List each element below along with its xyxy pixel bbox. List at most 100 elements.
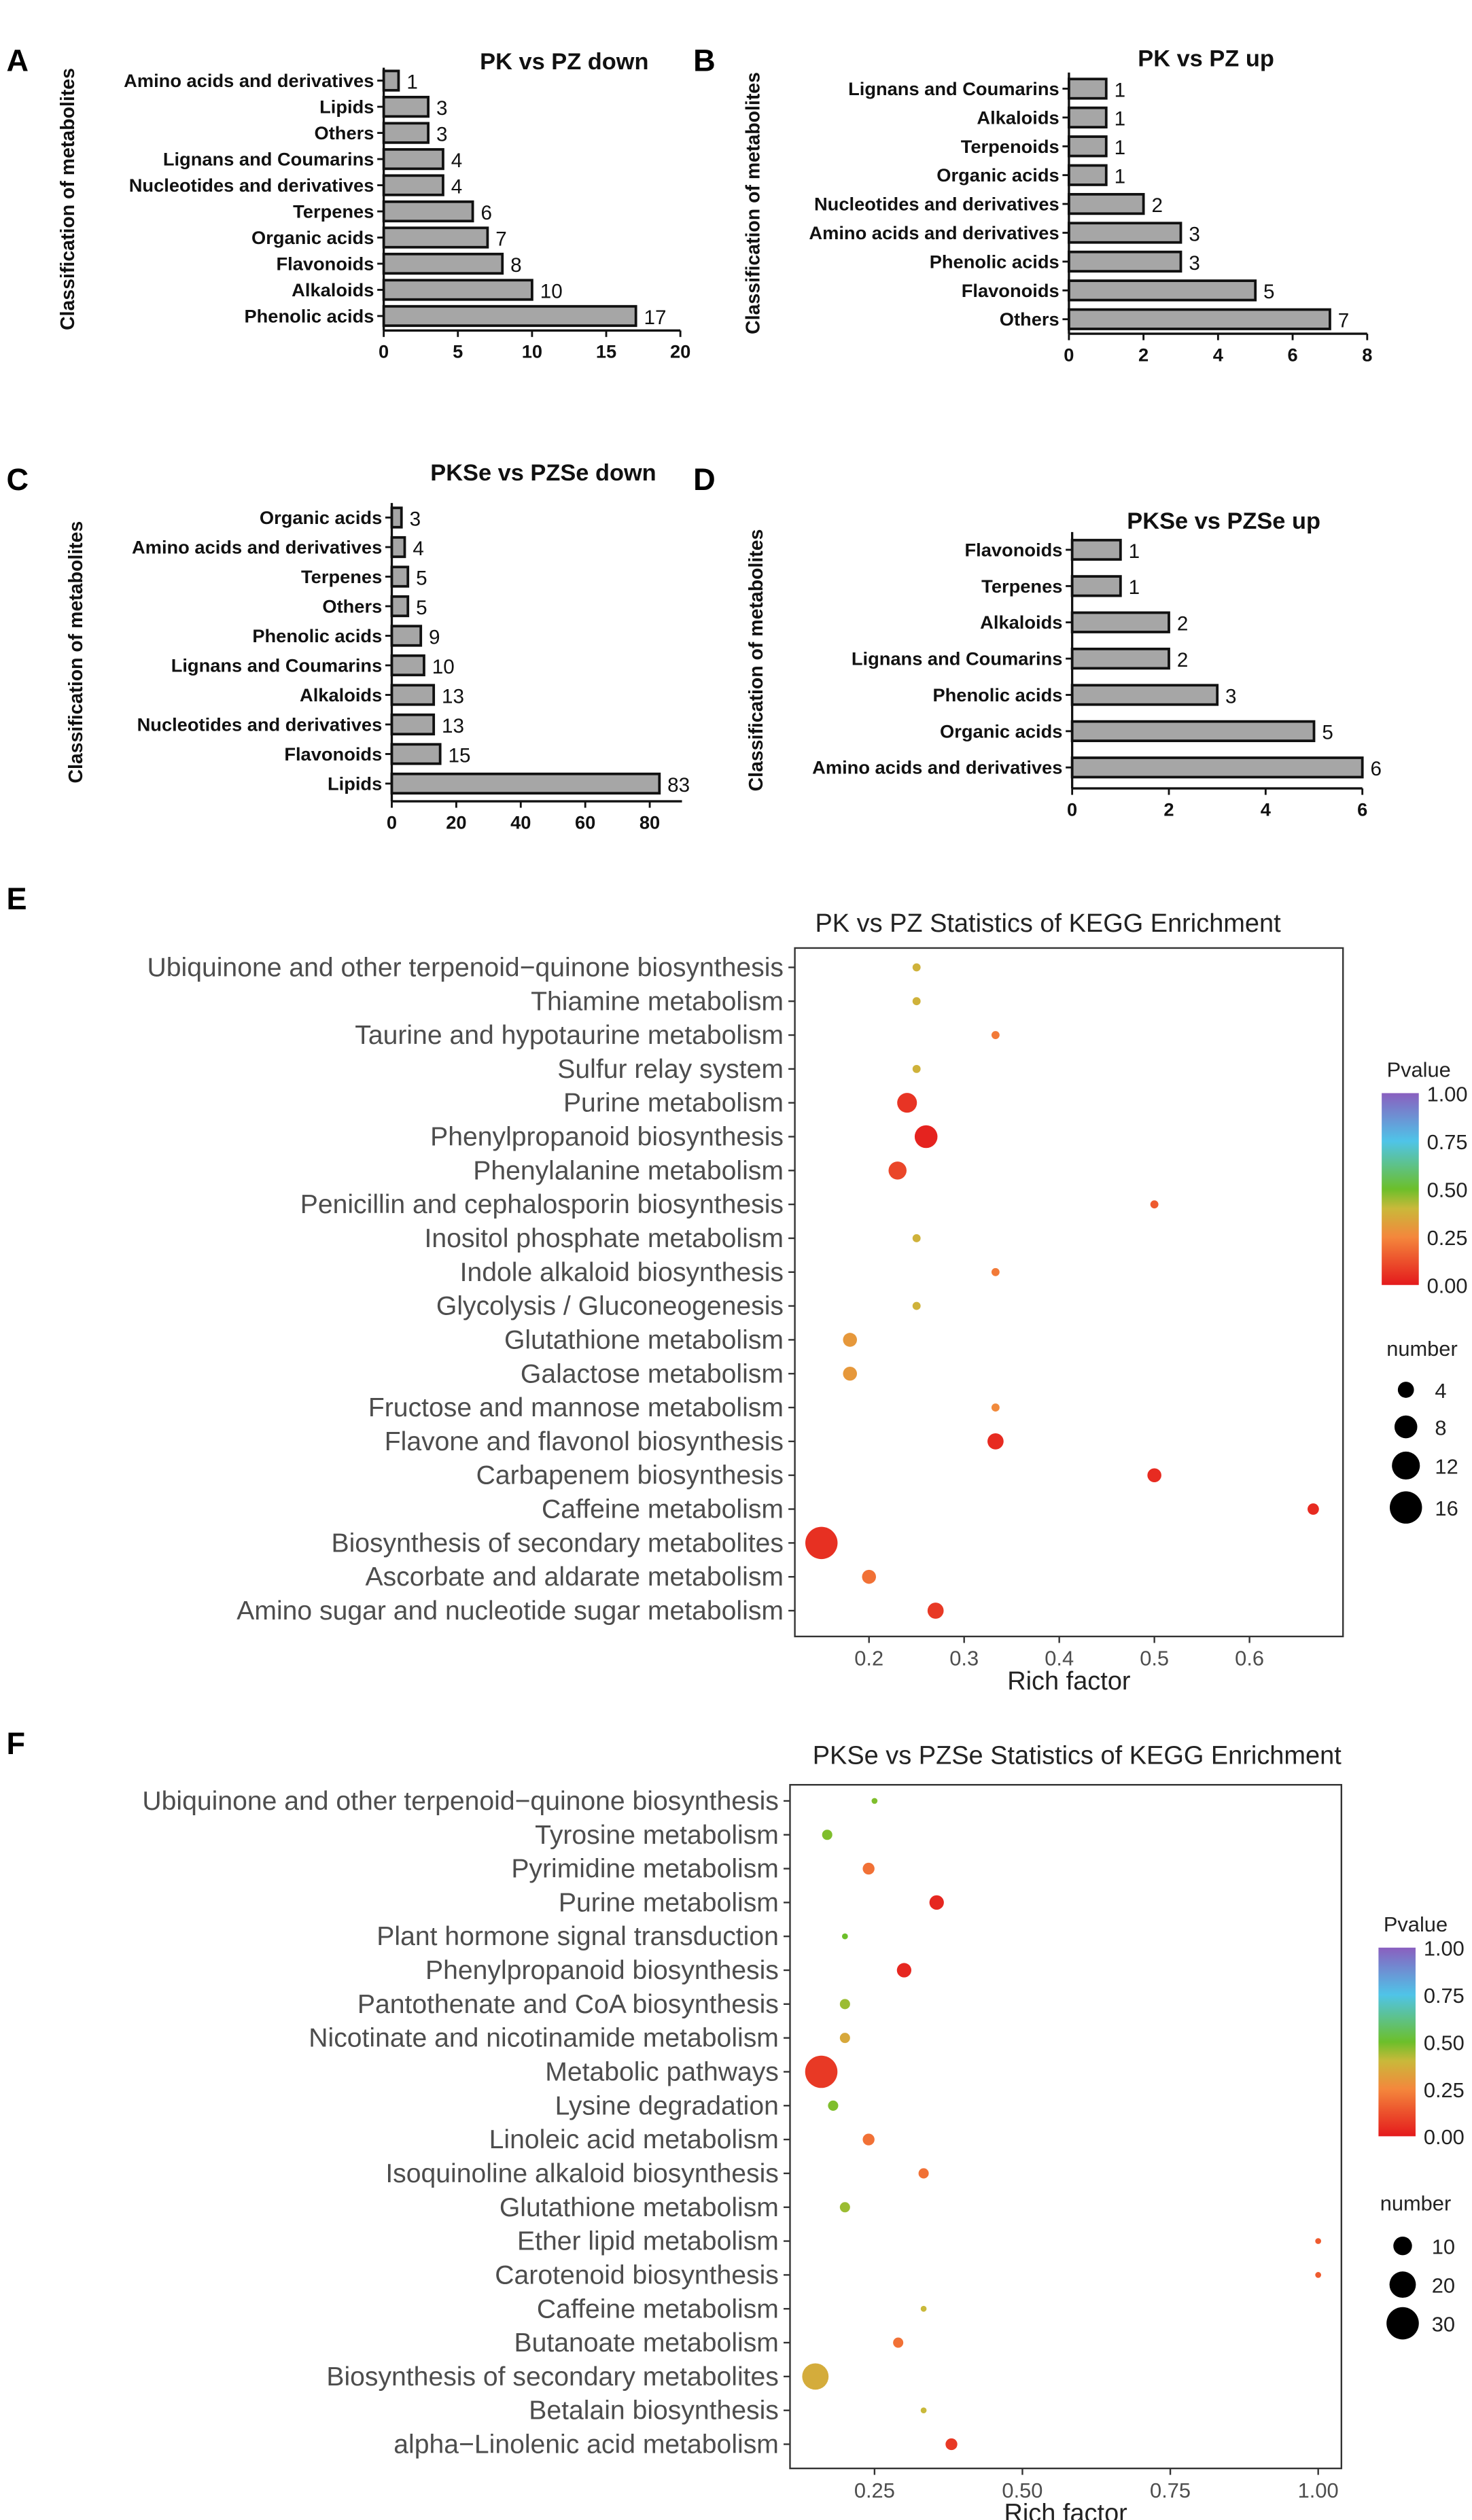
category-label: Others	[1000, 309, 1059, 330]
pathway-label: Metabolic pathways	[545, 2058, 779, 2087]
enrichment-point	[1308, 1503, 1319, 1515]
pvalue-legend-tick: 0.25	[1424, 2078, 1465, 2102]
enrichment-point	[920, 2305, 927, 2312]
pathway-label: Biosynthesis of secondary metabolites	[326, 2362, 778, 2392]
chart-title: PK vs PZ down	[480, 49, 648, 75]
kegg-dot-plot-e: PK vs PZ Statistics of KEGG Enrichment Ub…	[147, 909, 1468, 1696]
pathway-label: Ubiquinone and other terpenoid−quinone b…	[147, 953, 784, 982]
bar	[382, 147, 444, 171]
panel-letter-c: C	[6, 462, 29, 497]
pvalue-legend-tick: 0.00	[1427, 1274, 1468, 1298]
pvalue-legend-tick: 0.50	[1427, 1178, 1468, 1202]
x-tick-label: 0.5	[1140, 1647, 1169, 1670]
category-label: Amino acids and derivatives	[124, 70, 374, 91]
pathway-label: Caffeine metabolism	[542, 1495, 784, 1524]
category-label: Others	[315, 122, 374, 143]
x-tick-label: 0	[387, 811, 397, 833]
bar	[1070, 575, 1122, 597]
number-legend-label: 10	[1432, 2235, 1455, 2259]
pathway-label: Tyrosine metabolism	[535, 1821, 779, 1850]
data-label: 2	[1177, 649, 1189, 671]
data-label: 3	[436, 123, 448, 145]
number-legend-dot	[1389, 2271, 1416, 2298]
category-label: Lipids	[319, 97, 374, 118]
bar	[1070, 611, 1170, 633]
bar	[390, 595, 410, 618]
panel-letter-d: D	[693, 462, 716, 497]
pathway-label: Fructose and mannose metabolism	[368, 1393, 784, 1422]
bar	[1068, 164, 1108, 186]
pathway-label: Butanoate metabolism	[514, 2328, 779, 2358]
pathway-label: Nicotinate and nicotinamide metabolism	[309, 2024, 779, 2053]
data-label: 2	[1151, 194, 1163, 217]
category-label: Phenolic acids	[930, 251, 1059, 272]
y-axis-label: Classification of metabolites	[746, 529, 767, 792]
bar	[1070, 538, 1122, 561]
enrichment-point	[843, 1333, 858, 1347]
bar	[1068, 250, 1182, 273]
bar	[382, 304, 637, 328]
enrichment-point	[862, 1569, 876, 1584]
data-label: 4	[413, 538, 424, 560]
pvalue-legend-tick: 1.00	[1427, 1082, 1468, 1106]
category-label: Amino acids and derivatives	[809, 222, 1059, 243]
pvalue-legend-tick: 0.75	[1427, 1130, 1468, 1154]
x-tick-label: 6	[1287, 344, 1297, 365]
data-label: 1	[1115, 166, 1126, 188]
number-legend-dot	[1397, 1382, 1414, 1398]
chart-title: PKSe vs PZSe Statistics of KEGG Enrichme…	[813, 1741, 1342, 1770]
bar	[382, 252, 504, 275]
enrichment-point	[920, 2407, 927, 2414]
pathway-label: Glutathione metabolism	[500, 2193, 779, 2222]
bar	[390, 625, 423, 647]
data-label: 13	[442, 685, 464, 707]
data-label: 10	[540, 280, 563, 302]
category-label: Nucleotides and derivatives	[137, 714, 383, 735]
x-tick-label: 0	[379, 341, 389, 362]
bar	[390, 772, 661, 795]
number-legend-label: 4	[1435, 1379, 1446, 1403]
pathway-label: Penicillin and cephalosporin biosynthesi…	[300, 1190, 784, 1219]
bar	[382, 69, 400, 92]
pathway-label: Caffeine metabolism	[537, 2294, 779, 2324]
plot-panel	[794, 947, 1344, 1638]
pathway-label: Biosynthesis of secondary metabolites	[331, 1528, 783, 1558]
category-label: Flavonoids	[962, 280, 1059, 301]
enrichment-point	[862, 2133, 875, 2146]
number-legend-dot	[1386, 2307, 1419, 2340]
x-tick-label: 0.2	[854, 1647, 883, 1670]
bar	[382, 95, 430, 118]
x-tick-label: 0.75	[1150, 2479, 1191, 2502]
bar	[1070, 720, 1316, 742]
bar	[382, 279, 533, 301]
x-tick-label: 60	[575, 811, 595, 833]
data-label: 10	[432, 656, 455, 678]
enrichment-point	[912, 1064, 921, 1073]
pvalue-legend-tick: 0.25	[1427, 1226, 1468, 1250]
number-legend-dot	[1392, 1451, 1420, 1480]
x-tick-label: 6	[1357, 799, 1367, 820]
data-label: 9	[429, 626, 440, 648]
bar	[1068, 222, 1182, 244]
panel-letter-b: B	[693, 43, 716, 77]
enrichment-point	[871, 1798, 878, 1804]
data-label: 4	[451, 175, 463, 198]
data-label: 7	[1338, 310, 1350, 332]
pathway-label: Inositol phosphate metabolism	[424, 1224, 784, 1253]
pathway-label: Purine metabolism	[559, 1888, 779, 1917]
bar	[1070, 684, 1219, 706]
bar	[1068, 106, 1108, 129]
enrichment-point	[929, 1895, 944, 1910]
enrichment-point	[828, 2100, 839, 2111]
data-label: 2	[1177, 613, 1189, 635]
bar	[382, 200, 474, 223]
bar	[390, 713, 436, 736]
enrichment-point	[888, 1161, 907, 1180]
category-label: Nucleotides and derivatives	[814, 194, 1059, 215]
enrichment-point	[839, 1999, 850, 2010]
chart-title: PKSe vs PZSe up	[1127, 508, 1320, 534]
x-tick-label: 4	[1213, 344, 1224, 365]
data-label: 17	[644, 307, 667, 329]
bar	[1068, 192, 1145, 215]
